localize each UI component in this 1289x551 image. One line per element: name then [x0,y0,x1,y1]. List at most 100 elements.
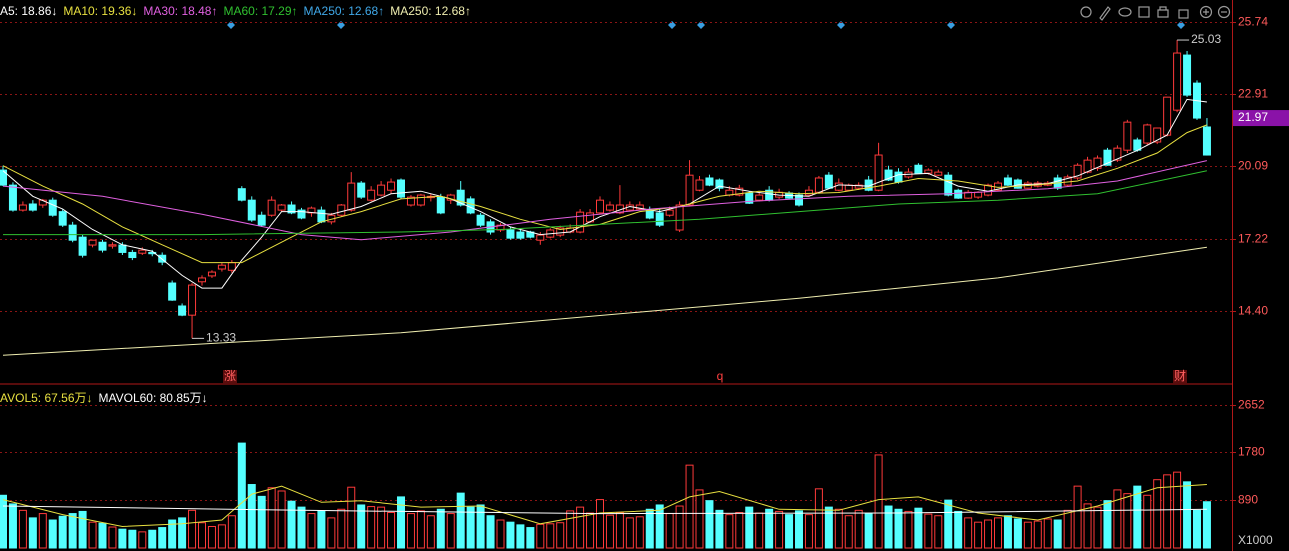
store-icon[interactable] [1157,6,1169,18]
volume-bar [1202,501,1211,549]
volume-bar [158,527,167,549]
ma-line [2,160,1208,241]
candle-body [168,282,177,301]
zoom-in-icon[interactable] [1199,5,1213,19]
candle-body [1073,164,1082,179]
candle-body [277,204,286,211]
candle-body [287,204,296,214]
volume-bar [446,513,455,549]
volume-bar [974,521,983,549]
candle-body [108,244,117,247]
candle-body [974,191,983,198]
y-tick-label: 890 [1238,493,1258,507]
candle-body [257,214,266,226]
volume-bar [994,517,1002,549]
draw-icon[interactable] [1099,6,1111,21]
event-label: 涨 [224,368,236,383]
candle-body [635,204,644,210]
last-price-label: 21.97 [1238,110,1268,124]
volume-bar [745,506,754,549]
volume-bar [148,529,157,549]
candle-body [1173,52,1182,111]
volume-bar [1193,509,1201,549]
candle-body [944,174,953,196]
candle-body [297,209,306,219]
candle-body [854,184,863,189]
volume-bar [785,514,794,549]
candle-body [387,181,396,191]
volume-bar [78,510,87,549]
volume-bar [605,514,614,549]
volume-bar [337,508,346,549]
volume-bar [506,521,515,549]
candle-body [596,199,604,214]
candle-body [397,179,405,198]
volume-bar [924,513,933,549]
candle-body [1143,124,1152,144]
candle-body [227,262,236,271]
candle-body [237,188,246,201]
volume-bar [257,495,266,549]
candle-body [1202,126,1211,156]
candle-body [198,277,206,283]
volume-bar [934,515,943,549]
lock-icon[interactable] [1178,9,1189,19]
candle-body [476,214,485,226]
y-tick-label: 17.22 [1238,232,1268,246]
candle-body [367,189,376,201]
volume-bar [188,509,197,549]
candle-body [317,209,326,223]
volume-bar [1043,518,1052,549]
candle-body [1113,147,1122,161]
volume-bar [596,499,604,549]
volume-bar [675,505,684,549]
volume-bar [217,524,226,549]
candle-body [207,271,216,277]
volume-bar [466,506,475,549]
candle-body [914,164,923,174]
candle-body [745,192,754,204]
candle-body [645,209,654,219]
candle-body [357,182,366,198]
volume-bar [0,494,7,549]
candle-body [436,196,445,214]
volume-bar [1013,518,1022,549]
candle-body [814,177,823,193]
volume-bar [685,464,694,549]
candle-body [28,203,37,211]
candle-body [964,191,973,199]
settings-icon[interactable] [1080,6,1092,18]
y-tick-label: 2652 [1238,398,1265,412]
candle-body [1063,176,1072,186]
candle-body [695,179,704,191]
candle-body [675,204,684,231]
diamond [697,21,705,29]
candle-body [138,249,147,254]
zoom-out-icon[interactable] [1217,5,1231,19]
volume-bar [516,524,525,549]
candle-body [68,224,77,241]
candle-body [556,227,565,236]
volume-bar [1023,521,1032,549]
volume-bar [287,500,296,549]
volume-bar [964,517,973,549]
candle-body [715,179,724,189]
legend-entry: MA30: 18.48↑ [143,4,218,18]
y-tick-label: 22.91 [1238,87,1268,101]
volume-bar [58,515,67,549]
volume-bar [347,486,356,549]
volume-bar [476,504,485,549]
event-label: q [717,369,724,383]
volume-bar [615,511,624,549]
volume-bar [68,513,77,549]
view-icon[interactable] [1118,7,1132,17]
snapshot-icon[interactable] [1138,6,1150,18]
y-tick-label: 1780 [1238,445,1265,459]
volume-bar [367,506,376,549]
candle-body [18,204,27,211]
volume-bar [586,512,595,549]
candle-body [804,189,813,196]
volume-bar [894,508,903,549]
volume-bar [775,510,784,549]
